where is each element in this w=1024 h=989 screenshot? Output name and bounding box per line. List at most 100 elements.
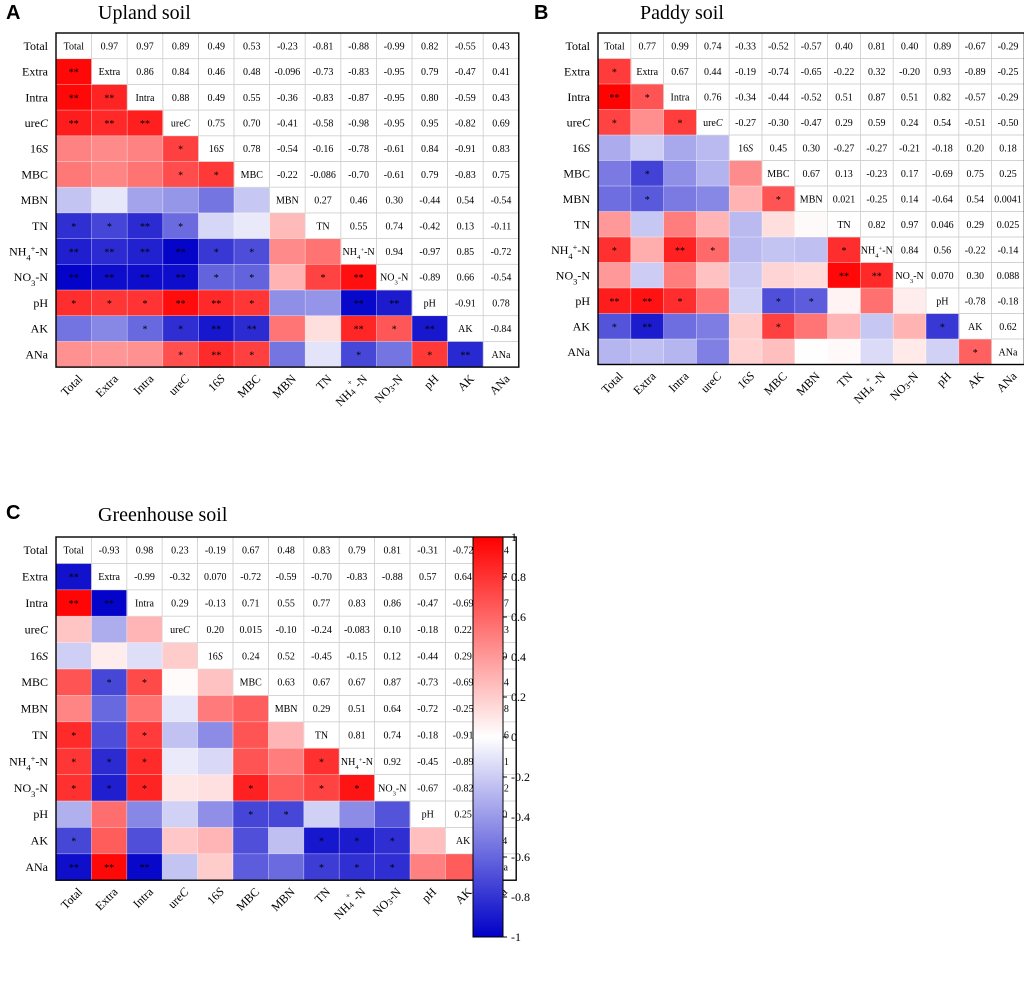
- heat-cell-2-7-1: [91, 721, 128, 749]
- corr-value-1-2-4: -0.34: [735, 92, 756, 103]
- heat-cell-1-12-8: [860, 339, 894, 365]
- diag-label-0-1: Extra: [99, 67, 121, 78]
- panel-letter-a: A: [6, 2, 21, 24]
- heat-cell-0-7-0: [56, 212, 92, 239]
- row-label-0-4: 16S: [30, 142, 48, 156]
- heat-cell-1-9-8: [860, 262, 894, 289]
- corr-value-2-0-8: 0.79: [348, 546, 366, 557]
- heat-cell-0-11-6: [269, 315, 306, 342]
- heat-cell-1-10-3: [696, 288, 730, 314]
- corr-value-2-2-3: 0.29: [171, 599, 189, 610]
- corr-value-0-6-7: 0.27: [314, 196, 332, 207]
- heat-cell-2-2-1: [91, 589, 128, 617]
- sig-mark-0-11-3: *: [178, 325, 183, 336]
- heat-cell-0-7-4: [198, 212, 235, 239]
- sig-mark-0-8-1: **: [104, 247, 114, 258]
- sig-mark-1-8-7: *: [842, 246, 847, 257]
- heat-cell-2-9-6: [268, 774, 305, 802]
- col-label-2-1: Extra: [92, 884, 121, 913]
- corr-value-1-8-12: -0.14: [998, 245, 1019, 256]
- sig-mark-2-9-8: *: [354, 784, 359, 795]
- heat-cell-1-11-4: [729, 313, 763, 340]
- sig-mark-0-12-4: **: [211, 350, 221, 361]
- row-label-1-1: Extra: [564, 64, 591, 78]
- sig-mark-1-10-0: **: [609, 297, 619, 308]
- corr-value-0-4-9: -0.61: [384, 144, 405, 155]
- corr-value-1-4-11: 0.20: [966, 143, 984, 154]
- sig-mark-0-2-1: **: [104, 93, 114, 104]
- sig-mark-1-5-1: *: [645, 169, 650, 180]
- corr-value-2-3-6: -0.10: [276, 625, 297, 636]
- heat-cell-0-9-6: [269, 264, 306, 291]
- panel-title-paddy: Paddy soil: [640, 2, 724, 24]
- corr-value-2-3-10: -0.18: [417, 625, 438, 636]
- heat-cell-0-9-5: [234, 264, 270, 291]
- row-label-2-12: ANa: [25, 860, 48, 874]
- corr-value-2-3-5: 0.015: [239, 625, 262, 636]
- heat-cell-1-1-0: [598, 58, 632, 85]
- corr-value-2-1-3: -0.32: [169, 572, 190, 583]
- heat-cell-0-10-3: [162, 290, 199, 317]
- col-label-0-5: MBC: [234, 372, 263, 401]
- heat-cell-1-11-10: [926, 313, 960, 340]
- heat-cell-2-9-7: [303, 774, 340, 802]
- corr-value-1-7-8: 0.82: [868, 220, 886, 231]
- heat-cell-1-9-7: [827, 262, 861, 289]
- colorbar-tick-1: 0.8: [511, 570, 526, 584]
- col-label-1-10: pH: [933, 369, 954, 390]
- sig-mark-0-8-0: **: [69, 247, 79, 258]
- corr-value-2-0-2: 0.98: [136, 546, 154, 557]
- corr-value-0-0-8: -0.88: [348, 41, 369, 52]
- sig-mark-0-7-0: *: [71, 222, 76, 233]
- diag-label-1-0: Total: [604, 41, 625, 52]
- heat-cell-1-10-8: [860, 288, 894, 314]
- sig-mark-0-10-5: *: [249, 299, 254, 310]
- sig-mark-0-8-2: **: [140, 247, 150, 258]
- colorbar-tick-6: -0.2: [511, 770, 530, 784]
- col-label-0-8: NH4+-N: [330, 369, 370, 409]
- corr-value-1-7-12: 0.025: [997, 220, 1020, 231]
- corr-value-1-2-12: -0.29: [998, 92, 1019, 103]
- heat-cell-1-8-6: [794, 237, 828, 263]
- heat-cell-2-12-6: [268, 853, 305, 881]
- heat-cell-1-12-10: [926, 339, 960, 365]
- corr-value-0-0-11: -0.55: [455, 41, 476, 52]
- corr-value-0-2-3: 0.88: [172, 93, 190, 104]
- corr-value-0-3-4: 0.75: [207, 118, 225, 129]
- heat-cell-2-8-2: [126, 748, 163, 775]
- heat-cell-2-8-5: [233, 748, 269, 775]
- heat-cell-2-4-1: [91, 642, 128, 670]
- sig-mark-0-12-8: *: [356, 350, 361, 361]
- corr-value-2-4-5: 0.24: [242, 651, 260, 662]
- heat-cell-1-12-11: [958, 339, 992, 365]
- corr-value-1-3-9: 0.24: [901, 118, 919, 129]
- row-label-0-6: MBN: [21, 193, 49, 207]
- corr-value-1-6-10: -0.64: [932, 194, 953, 205]
- heat-cell-0-5-2: [127, 161, 164, 188]
- heat-cell-2-6-3: [162, 695, 198, 723]
- corr-value-0-5-10: 0.79: [421, 170, 439, 181]
- sig-mark-0-12-10: *: [427, 350, 432, 361]
- row-label-1-12: ANa: [567, 345, 590, 359]
- sig-mark-1-6-1: *: [645, 195, 650, 206]
- corr-value-1-1-3: 0.44: [704, 67, 722, 78]
- sig-mark-0-3-0: **: [69, 119, 79, 130]
- col-label-1-9: NO3-N: [887, 369, 922, 404]
- heat-cell-0-8-6: [269, 238, 306, 265]
- heat-cell-2-6-0: [56, 695, 92, 723]
- heat-cell-0-8-7: [305, 238, 342, 265]
- corr-value-2-2-5: 0.71: [242, 599, 260, 610]
- corr-value-0-5-12: 0.75: [492, 170, 510, 181]
- panel-title-greenhouse: Greenhouse soil: [98, 504, 228, 526]
- heat-cell-0-8-2: [127, 238, 164, 265]
- sig-mark-2-7-2: *: [142, 731, 147, 742]
- corr-value-0-0-7: -0.81: [313, 41, 334, 52]
- sig-mark-0-11-2: *: [143, 325, 148, 336]
- sig-mark-0-9-5: *: [249, 273, 254, 284]
- corr-value-1-1-8: 0.32: [868, 67, 886, 78]
- corr-value-0-4-12: 0.83: [492, 144, 510, 155]
- row-label-1-7: TN: [574, 217, 590, 231]
- heat-cell-1-7-4: [729, 211, 763, 238]
- col-label-0-7: TN: [313, 371, 334, 392]
- sig-mark-0-10-3: **: [176, 299, 186, 310]
